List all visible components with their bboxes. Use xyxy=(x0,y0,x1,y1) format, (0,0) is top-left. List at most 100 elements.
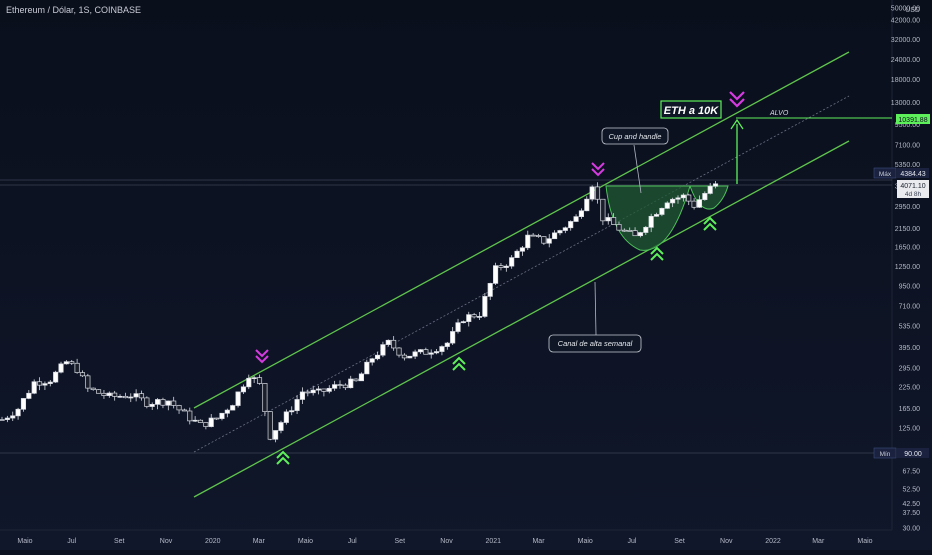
candle-up xyxy=(315,388,322,391)
candle-up xyxy=(192,419,198,422)
time-tick-label: Maio xyxy=(857,538,872,545)
candlesticks xyxy=(0,181,719,443)
candle-up xyxy=(133,393,139,398)
price-tick-label: 30.00 xyxy=(902,526,920,533)
price-tick-label: 225.00 xyxy=(899,384,921,391)
candle-up xyxy=(514,250,520,258)
price-tick-label: 24000.00 xyxy=(891,57,920,64)
candle-up xyxy=(557,230,563,234)
time-tick-label: Maio xyxy=(578,538,593,545)
price-tick-label: 1250.00 xyxy=(895,264,920,271)
candle-down xyxy=(85,375,91,389)
candle-down xyxy=(0,419,5,421)
time-axis[interactable]: Maio Jul Set Nov 2020 Mar Maio Jul Set Nov 2021 Mar… xyxy=(17,538,872,545)
price-tick-label: 67.50 xyxy=(902,469,920,476)
candle-up xyxy=(573,216,579,222)
candle-down xyxy=(74,362,80,373)
candle-down xyxy=(535,235,542,237)
currency-label: USD xyxy=(905,7,920,14)
title-annotation-text: ETH a 10K xyxy=(664,105,719,117)
candle-down xyxy=(541,236,547,244)
cup-shape xyxy=(605,185,691,251)
candle-up xyxy=(434,351,440,354)
candle-up xyxy=(466,314,472,322)
target-price-badge: 10391.88 xyxy=(896,114,930,124)
candle-up xyxy=(208,417,214,427)
channel-upper-line xyxy=(193,51,850,409)
candle-up xyxy=(31,381,37,394)
candle-up xyxy=(439,346,445,352)
price-tick-label: 13000.00 xyxy=(891,100,920,107)
candle-up xyxy=(326,387,332,392)
channel-lower-line xyxy=(193,140,850,498)
price-tick-label: 710.00 xyxy=(899,304,921,311)
chevron-down-icon xyxy=(591,162,605,177)
time-tick-label: Jul xyxy=(67,538,76,545)
candle-up xyxy=(412,351,418,357)
candle-down xyxy=(138,393,145,399)
time-tick-label: Mar xyxy=(812,538,825,545)
candle-down xyxy=(691,200,697,208)
candle-up xyxy=(493,265,499,284)
cup-annotation[interactable]: Cup and handle xyxy=(601,127,669,194)
candle-up xyxy=(117,395,123,398)
time-tick-label: Mar xyxy=(532,538,545,545)
svg-text:4071.10: 4071.10 xyxy=(900,183,925,190)
candle-up xyxy=(165,400,171,406)
candle-up xyxy=(546,238,552,244)
candle-up xyxy=(224,409,230,414)
price-tick-label: 7100.00 xyxy=(895,142,920,149)
price-axis[interactable]: 30.00 37.50 42.50 52.50 67.50 90.00 125.00 165.… xyxy=(891,6,920,533)
price-tick-label: 18000.00 xyxy=(891,77,920,84)
candle-up xyxy=(251,377,257,379)
candle-down xyxy=(530,234,536,237)
channel-annotation[interactable]: Canal de alta semanal xyxy=(548,281,642,353)
cup-annotation-text: Cup and handle xyxy=(609,132,662,141)
candle-up xyxy=(380,344,386,356)
candle-down xyxy=(401,354,407,359)
time-tick-label: Jul xyxy=(628,538,637,545)
candle-down xyxy=(176,405,182,411)
candle-down xyxy=(594,186,601,200)
candle-up xyxy=(584,198,590,212)
candle-up xyxy=(664,202,670,209)
candle-up xyxy=(348,378,354,389)
candle-down xyxy=(203,422,209,427)
time-tick-label: Nov xyxy=(160,538,173,545)
price-tick-label: 125.00 xyxy=(899,425,921,432)
candle-up xyxy=(455,322,461,332)
candle-up xyxy=(278,422,284,431)
candle-down xyxy=(214,417,220,420)
candle-up xyxy=(219,412,225,419)
candle-down xyxy=(69,361,75,364)
candle-up xyxy=(358,373,365,382)
candle-up xyxy=(10,415,16,419)
candle-up xyxy=(106,392,112,396)
candle-down xyxy=(686,194,692,202)
candle-down xyxy=(632,230,638,237)
candle-down xyxy=(101,392,107,396)
candle-down xyxy=(616,224,622,231)
candle-up xyxy=(605,217,611,222)
time-tick-label: Nov xyxy=(720,538,733,545)
candle-up xyxy=(675,197,681,200)
svg-text:4d 8h: 4d 8h xyxy=(905,191,922,198)
candle-up xyxy=(332,384,338,389)
candle-down xyxy=(621,229,627,232)
candle-down xyxy=(256,377,263,384)
price-tick-label: 9500.00 xyxy=(895,122,920,129)
price-tick-label: 32000.00 xyxy=(891,37,920,44)
target-label: ALVO xyxy=(769,110,789,117)
time-tick-label: Set xyxy=(395,538,406,545)
price-tick-label: 50000.00 xyxy=(891,6,920,13)
title-annotation[interactable]: ETH a 10K xyxy=(660,100,722,119)
price-tick-label: 950.00 xyxy=(899,283,921,290)
candle-down xyxy=(342,384,348,389)
time-tick-label: Set xyxy=(674,538,685,545)
candle-down xyxy=(498,265,504,268)
candle-down xyxy=(96,389,102,394)
candle-up xyxy=(375,354,381,360)
candle-down xyxy=(262,383,268,412)
